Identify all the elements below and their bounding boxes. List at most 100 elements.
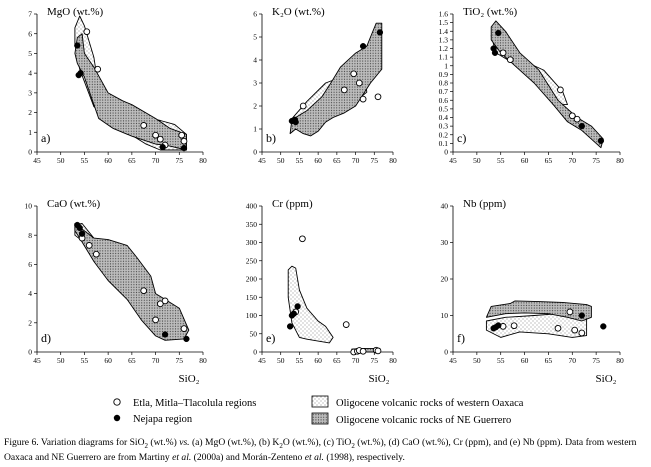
x-tick-label: 60 bbox=[314, 356, 322, 365]
x-tick-label: 45 bbox=[33, 156, 41, 165]
x-tick-label: 75 bbox=[371, 156, 379, 165]
y-tick-label: 2 bbox=[253, 102, 257, 111]
y-tick-label: 0 bbox=[444, 148, 448, 157]
x-tick-label: 80 bbox=[199, 156, 207, 165]
x-tick-label: 55 bbox=[81, 156, 89, 165]
panel-label: d) bbox=[41, 331, 51, 345]
data-point-nejapa bbox=[183, 335, 190, 343]
panel-title: TiO₂ (wt.%) bbox=[463, 6, 517, 18]
panel-c: 45 50 55 60 65 70 75 8000.10.20.30.40.50.60.70.… bbox=[439, 6, 624, 165]
data-point-etla-mitla bbox=[571, 326, 579, 334]
data-point-etla-mitla bbox=[152, 131, 159, 139]
data-point-etla-mitla bbox=[85, 242, 93, 249]
x-tick-label: 65 bbox=[545, 356, 553, 365]
data-point-etla-mitla bbox=[178, 131, 186, 139]
data-point-etla-mitla bbox=[578, 329, 586, 337]
data-point-nejapa bbox=[495, 322, 502, 329]
y-tick-label: 1 bbox=[28, 128, 32, 137]
y-tick-label: 7 bbox=[28, 10, 32, 19]
y-tick-label: 1 bbox=[253, 125, 257, 134]
x-tick-label: 45 bbox=[449, 156, 457, 165]
data-point-nejapa bbox=[161, 331, 169, 338]
data-point-etla-mitla bbox=[299, 235, 306, 243]
field-ne-guerrero bbox=[490, 20, 604, 149]
y-tick-label: 0.5 bbox=[439, 104, 449, 113]
data-point-etla-mitla bbox=[359, 95, 367, 103]
y-tick-label: 2 bbox=[28, 318, 32, 327]
data-point-nejapa bbox=[359, 43, 367, 50]
y-tick-label: 50 bbox=[250, 329, 258, 338]
data-point-etla-mitla bbox=[83, 28, 91, 36]
data-point-etla-mitla bbox=[156, 300, 164, 308]
x-tick-label: 55 bbox=[296, 356, 304, 365]
y-tick-label: 1.4 bbox=[439, 27, 449, 36]
y-tick-label: 4 bbox=[28, 69, 32, 78]
y-tick-label: 150 bbox=[246, 293, 258, 302]
y-tick-label: 30 bbox=[441, 238, 449, 247]
x-tick-label: 70 bbox=[352, 156, 360, 165]
x-tick-label: 60 bbox=[521, 156, 529, 165]
panel-label: c) bbox=[457, 131, 466, 145]
x-tick-label: 75 bbox=[176, 356, 184, 365]
field-ne-guerrero bbox=[74, 33, 187, 151]
data-point-nejapa bbox=[376, 29, 384, 36]
caption-sub: 2 bbox=[279, 441, 283, 450]
panel-title: Nb (ppm) bbox=[463, 198, 506, 210]
y-tick-label: 1 bbox=[444, 61, 448, 70]
x-tick-label: 70 bbox=[152, 356, 160, 365]
y-tick-label: 0 bbox=[253, 148, 257, 157]
y-tick-label: 0.2 bbox=[439, 130, 449, 139]
y-tick-label: 6 bbox=[28, 260, 32, 269]
data-point-nejapa bbox=[180, 144, 188, 152]
panel-title: CaO (wt.%) bbox=[47, 198, 100, 210]
y-tick-label: 1.3 bbox=[439, 35, 449, 44]
data-point-nejapa bbox=[78, 230, 86, 237]
legend-filled-marker bbox=[113, 414, 121, 422]
x-tick-label: 80 bbox=[389, 356, 397, 365]
caption-part: (2000a) and Morán-Zenteno bbox=[191, 451, 305, 463]
y-tick-label: 0.8 bbox=[439, 79, 449, 88]
panel-e: 45 50 55 60 65 70 75 80 0 50 100 150 200 250 300 350 400… bbox=[246, 198, 397, 385]
x-tick-label: 60 bbox=[314, 156, 322, 165]
y-tick-label: 2 bbox=[28, 108, 32, 117]
y-tick-label: 6 bbox=[28, 29, 32, 38]
figure-caption: Figure 6. Variation diagrams for SiO2 (w… bbox=[4, 437, 649, 464]
legend-field-western-oaxaca-label: Oligocene volcanic rocks of western Oaxa… bbox=[336, 398, 524, 409]
y-tick-label: 5 bbox=[253, 33, 257, 42]
data-point-nejapa bbox=[76, 224, 83, 232]
y-tick-label: 3 bbox=[28, 88, 32, 97]
caption-part: (a) MgO (wt.%), (b) K bbox=[189, 437, 280, 448]
panel-label: b) bbox=[266, 131, 276, 145]
x-axis-label: SiO₂ bbox=[179, 373, 200, 385]
legend-filled-label: Nejapa region bbox=[133, 414, 193, 425]
data-point-etla-mitla bbox=[152, 316, 159, 324]
x-tick-label: 70 bbox=[569, 156, 577, 165]
panel-title: Cr (ppm) bbox=[272, 198, 313, 210]
y-tick-label: 5 bbox=[28, 49, 32, 58]
x-tick-label: 65 bbox=[128, 156, 136, 165]
data-point-etla-mitla bbox=[554, 324, 562, 332]
x-tick-label: 50 bbox=[277, 356, 285, 365]
caption-part: (wt.%) bbox=[148, 437, 180, 448]
y-tick-label: 4 bbox=[253, 56, 257, 65]
x-tick-label: 45 bbox=[258, 156, 266, 165]
data-point-nejapa bbox=[294, 303, 301, 310]
y-tick-label: 0 bbox=[444, 348, 448, 357]
y-tick-label: 0.9 bbox=[439, 70, 449, 79]
data-point-nejapa bbox=[491, 49, 499, 56]
caption-sub: 2 bbox=[144, 441, 149, 450]
x-tick-label: 75 bbox=[371, 356, 379, 365]
data-point-etla-mitla bbox=[180, 325, 188, 332]
x-tick-label: 45 bbox=[258, 356, 266, 365]
field-ne-guerrero bbox=[74, 223, 190, 341]
y-tick-label: 3 bbox=[253, 79, 257, 88]
legend-field-western-oaxaca bbox=[311, 395, 329, 408]
x-tick-label: 65 bbox=[333, 156, 341, 165]
caption-part: O (wt.%), (c) TiO bbox=[282, 437, 352, 448]
data-point-nejapa bbox=[77, 69, 84, 77]
caption-part: (wt.%), (d) CaO (wt.%), Cr (ppm), and (e… bbox=[4, 437, 637, 463]
caption-italic: vs. bbox=[179, 437, 190, 448]
y-tick-label: 1.6 bbox=[439, 10, 449, 19]
y-tick-label: 6 bbox=[253, 10, 257, 19]
